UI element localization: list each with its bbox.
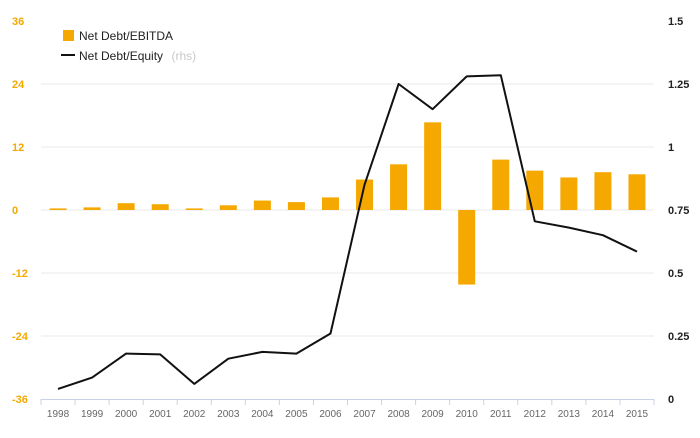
bar (253, 200, 271, 210)
bar (321, 197, 339, 210)
y-left-tick-label: 24 (12, 79, 25, 91)
bar (117, 203, 135, 210)
x-tick-label: 2005 (285, 409, 308, 420)
x-tick-label: 2010 (456, 409, 479, 420)
bar (458, 210, 476, 285)
legend: Net Debt/EBITDA Net Debt/Equity (rhs) (61, 29, 196, 64)
bar (185, 208, 203, 210)
bar (49, 208, 67, 210)
x-tick-label: 2013 (558, 409, 581, 420)
x-tick-label: 2003 (217, 409, 240, 420)
x-tick-label: 2000 (115, 409, 138, 420)
x-tick-label: 2015 (626, 409, 649, 420)
bar (287, 202, 305, 210)
gridlines (41, 83, 654, 337)
y-right-tick-label: 1 (668, 142, 674, 154)
x-tick-label: 1999 (81, 409, 104, 420)
y-left-tick-label: 12 (12, 142, 24, 154)
bar (151, 204, 169, 210)
y-left-tick-label: -24 (12, 331, 29, 343)
x-tick-label: 2002 (183, 409, 206, 420)
legend-label-line: Net Debt/Equity (rhs) (79, 47, 196, 64)
x-tick-label: 2008 (387, 409, 410, 420)
y-left-tick-label: -36 (12, 394, 28, 406)
bar (526, 170, 544, 210)
x-tick-label: 2007 (353, 409, 376, 420)
bar (492, 159, 510, 210)
y-left-tick-label: 0 (12, 205, 18, 217)
y-right-tick-label: 0.75 (668, 205, 689, 217)
bar (83, 207, 101, 210)
y-right-tick-label: 0.25 (668, 331, 689, 343)
legend-label-bar: Net Debt/EBITDA (79, 29, 173, 43)
y-right-tick-label: 0 (668, 394, 674, 406)
y-left-tick-label: 36 (12, 16, 24, 28)
axes: 36 24 12 0 -12 -24 -36 1.5 1.25 1 0.75 0.5 0.25 0 1998… (12, 16, 689, 420)
bar (594, 172, 612, 210)
legend-swatch-bar (63, 30, 74, 41)
x-tick-label: 2001 (149, 409, 172, 420)
bar (424, 122, 442, 210)
x-tick-label: 2009 (422, 409, 445, 420)
bar (219, 205, 237, 210)
x-tick-label: 1998 (47, 409, 70, 420)
y-right-tick-label: 1.5 (668, 16, 683, 28)
bar (560, 177, 578, 210)
y-right-tick-label: 1.25 (668, 79, 689, 91)
x-tick-label: 2004 (251, 409, 274, 420)
y-left-tick-label: -12 (12, 268, 28, 280)
x-tick-label: 2014 (592, 409, 615, 420)
bar (390, 164, 408, 210)
x-tick-label: 2006 (319, 409, 342, 420)
bar (628, 174, 646, 210)
series-line (57, 74, 638, 390)
x-tick-label: 2011 (490, 409, 512, 420)
x-tick-label: 2012 (524, 409, 547, 420)
y-right-tick-label: 0.5 (668, 268, 683, 280)
line-series (57, 74, 638, 390)
